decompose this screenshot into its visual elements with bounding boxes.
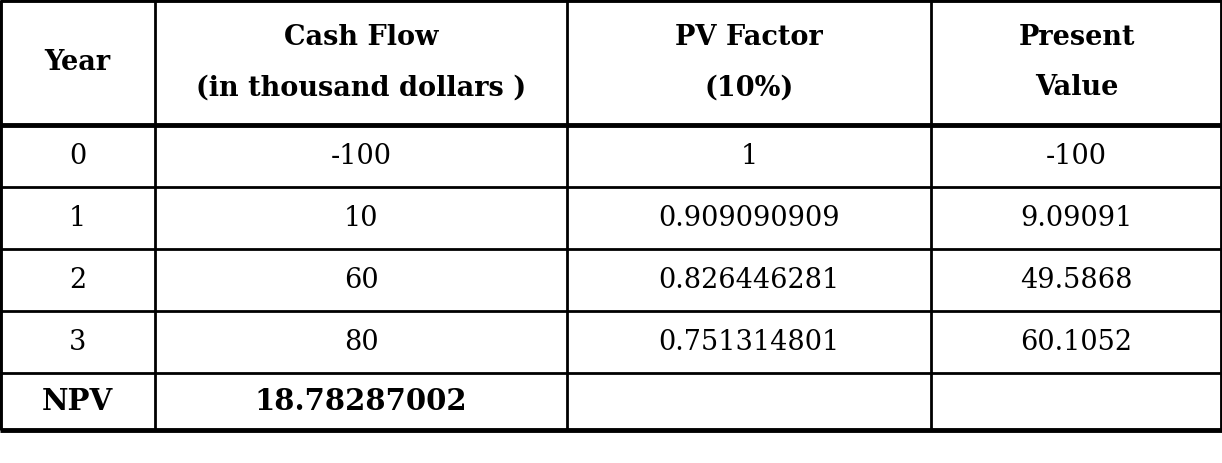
Text: 1: 1 bbox=[68, 205, 87, 232]
Text: (in thousand dollars ): (in thousand dollars ) bbox=[196, 75, 527, 101]
Text: 0.909090909: 0.909090909 bbox=[659, 205, 840, 232]
Text: Cash Flow: Cash Flow bbox=[284, 24, 439, 50]
Text: 9.09091: 9.09091 bbox=[1020, 205, 1133, 232]
Text: NPV: NPV bbox=[42, 387, 114, 416]
Text: 18.78287002: 18.78287002 bbox=[255, 387, 467, 416]
Text: Present: Present bbox=[1018, 24, 1135, 50]
Text: (10%): (10%) bbox=[704, 75, 794, 101]
Text: -100: -100 bbox=[331, 143, 391, 169]
Text: -100: -100 bbox=[1046, 143, 1107, 169]
Text: 80: 80 bbox=[343, 329, 379, 356]
Text: 10: 10 bbox=[343, 205, 379, 232]
Text: 60: 60 bbox=[343, 267, 379, 294]
Text: 0: 0 bbox=[68, 143, 87, 169]
Text: Value: Value bbox=[1035, 75, 1118, 101]
Text: 3: 3 bbox=[68, 329, 87, 356]
Text: PV Factor: PV Factor bbox=[676, 24, 822, 50]
Text: 2: 2 bbox=[68, 267, 87, 294]
Text: 0.751314801: 0.751314801 bbox=[659, 329, 840, 356]
Text: 1: 1 bbox=[741, 143, 758, 169]
Text: 60.1052: 60.1052 bbox=[1020, 329, 1133, 356]
Text: Year: Year bbox=[44, 49, 111, 76]
Text: 0.826446281: 0.826446281 bbox=[659, 267, 840, 294]
Text: 49.5868: 49.5868 bbox=[1020, 267, 1133, 294]
